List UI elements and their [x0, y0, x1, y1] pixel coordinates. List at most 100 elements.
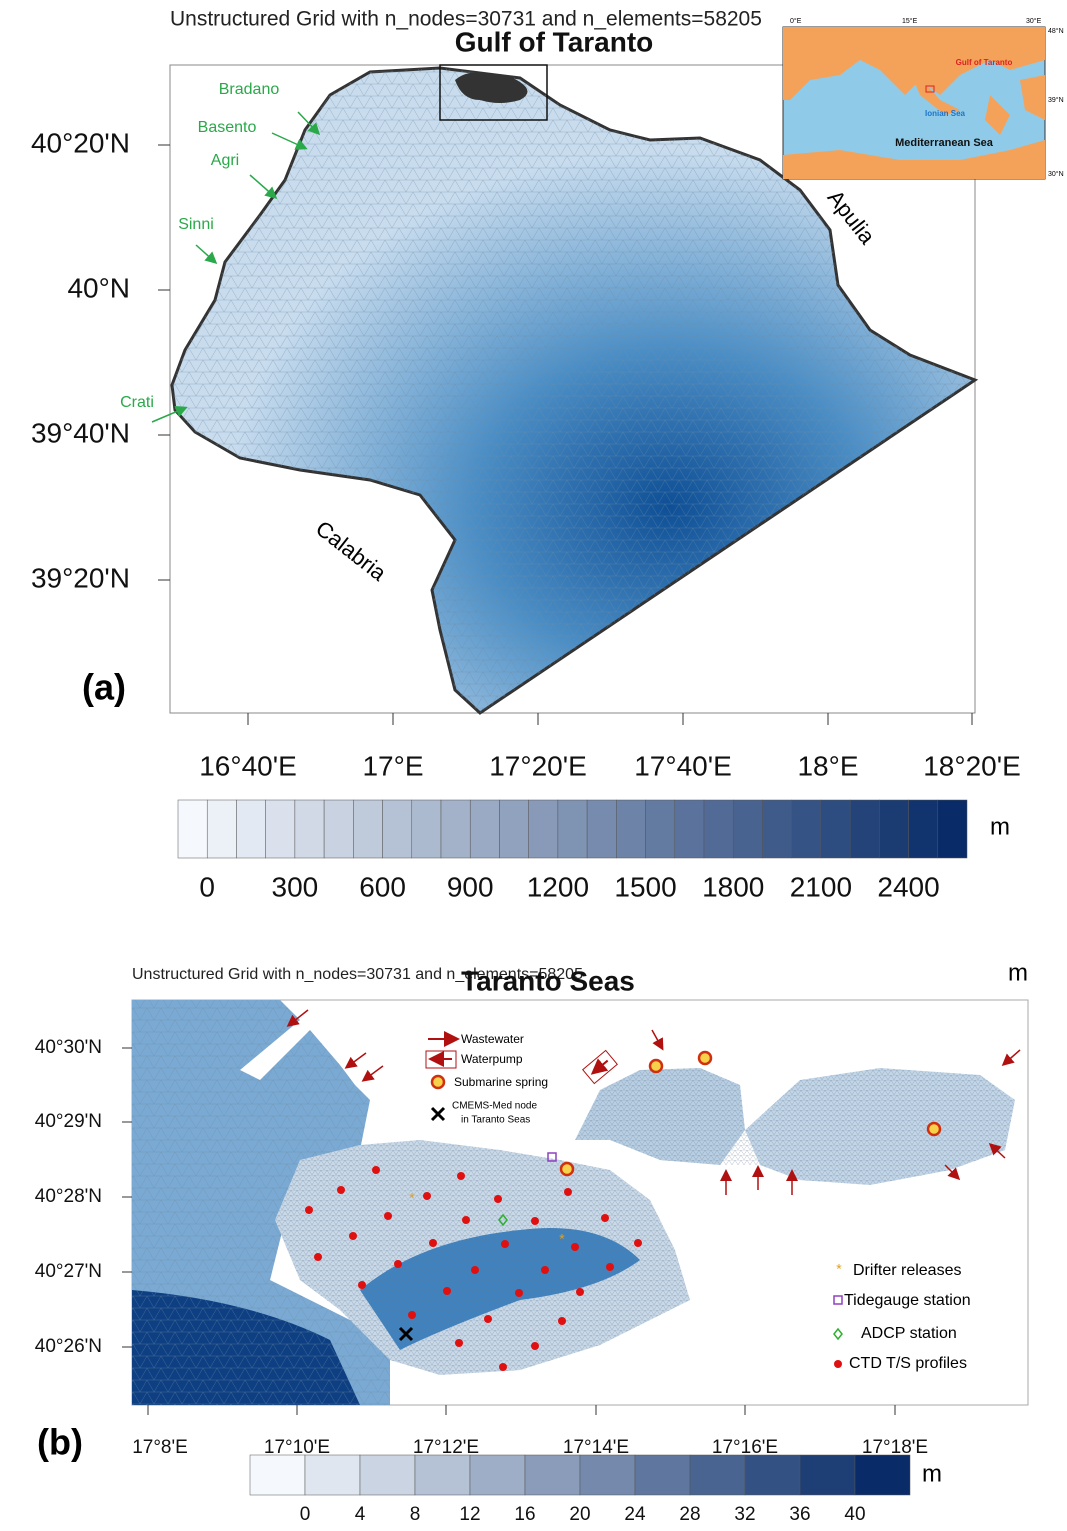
legend-adcp-icon: [833, 1327, 843, 1341]
river-label: Crati: [120, 394, 154, 411]
colorbar-cell: [579, 1454, 636, 1496]
ctd-profile: [372, 1166, 380, 1174]
inset-label: Mediterranean Sea: [895, 137, 994, 149]
colorbar-label: 20: [569, 1504, 590, 1525]
legend-spring-icon: [430, 1074, 446, 1090]
header: Unstructured Grid with n_nodes=30731 and…: [170, 8, 762, 31]
drifter-release: *: [409, 1190, 415, 1206]
colorbar-label: 2400: [877, 871, 939, 902]
ctd-profile: [571, 1243, 579, 1251]
ctd-profile: [606, 1263, 614, 1271]
colorbar-cell: [762, 799, 792, 859]
legend-label: CMEMS-Med node: [452, 1101, 537, 1112]
colorbar-cell: [469, 799, 500, 859]
colorbar-label: 16: [514, 1504, 535, 1525]
colorbar-cell: [689, 1454, 746, 1496]
inset-land-north: [783, 27, 1045, 100]
y-tick-label: 39°20'N: [31, 562, 130, 593]
x-tick-label: 17°12'E: [413, 1437, 479, 1458]
legend-label: Waterpump: [461, 1052, 523, 1066]
x-tick-label: 18°20'E: [923, 750, 1021, 781]
drifter-release: *: [559, 1231, 565, 1247]
x-tick-label: 17°E: [362, 750, 423, 781]
colorbar-cell: [616, 799, 646, 859]
ctd-profile: [314, 1253, 322, 1261]
inset-land-east: [985, 75, 1045, 135]
unit: m: [990, 813, 1010, 840]
legend-ctd-icon: [834, 1360, 842, 1368]
colorbar-cell: [645, 799, 676, 859]
colorbar-cell: [674, 799, 705, 859]
x-tick-label: 16°40'E: [199, 750, 297, 781]
colorbar-cell: [236, 799, 266, 859]
colorbar-label: 2100: [790, 871, 852, 902]
ctd-profile: [576, 1288, 584, 1296]
colorbar-label: 1200: [527, 871, 589, 902]
colorbar-cell: [469, 1454, 526, 1496]
taranto-seas-mesh: [455, 72, 528, 103]
inset-italy: [905, 60, 960, 115]
mesh: [575, 1068, 1015, 1185]
river-label: Bradano: [219, 81, 280, 98]
inset-lat: 30°N: [1048, 170, 1064, 178]
river-label: Sinni: [178, 216, 214, 233]
colorbar-cell: [557, 799, 588, 859]
x-tick-label: 17°16'E: [712, 1437, 778, 1458]
tidegauge: [547, 1152, 557, 1162]
wastewater-arrow: [1001, 1049, 1021, 1066]
legend-label: in Taranto Seas: [461, 1115, 530, 1126]
zoom-box: [439, 64, 548, 121]
y-tick-label: 40°27'N: [35, 1261, 102, 1282]
colorbar-cell: [791, 799, 822, 859]
legend-label: Drifter releases: [853, 1262, 961, 1279]
ctd-profile: [384, 1212, 392, 1220]
x-tick-label: 18°E: [797, 750, 858, 781]
colorbar-cell: [799, 1454, 856, 1496]
ctd-profile: [515, 1289, 523, 1297]
colorbar-cell: [249, 1454, 306, 1496]
legend-label: Submarine spring: [454, 1075, 548, 1089]
wastewater-arrow: [651, 1029, 664, 1051]
river-arrow: [297, 111, 321, 136]
x-tick-label: 17°10'E: [264, 1437, 330, 1458]
colorbar-cell: [304, 1454, 361, 1496]
ctd-profile: [349, 1232, 357, 1240]
mesh: [172, 68, 975, 713]
inset-lon: 30°E: [1026, 17, 1042, 25]
colorbar-label: 600: [359, 871, 406, 902]
colorbar-cell: [414, 1454, 471, 1496]
wastewater-arrow: [988, 1142, 1006, 1159]
adcp: [498, 1213, 508, 1227]
y-tick-label: 40°30'N: [35, 1037, 102, 1058]
colorbar-cell: [359, 1454, 416, 1496]
colorbar-cell: [744, 1454, 801, 1496]
colorbar-label: 1800: [702, 871, 764, 902]
legend-tidegauge-icon: [833, 1295, 843, 1305]
legend-label: CTD T/S profiles: [849, 1355, 967, 1372]
ctd-profile: [531, 1217, 539, 1225]
ctd-profile: [429, 1239, 437, 1247]
legend-drifter-icon: *: [836, 1261, 842, 1277]
colorbar-cell: [937, 799, 968, 859]
y-tick-label: 39°40'N: [31, 417, 130, 448]
inset-label: Gulf of Taranto: [956, 58, 1013, 67]
legend-label: Tidegauge station: [844, 1292, 971, 1309]
ctd-profile: [337, 1186, 345, 1194]
y-tick-label: 40°20'N: [31, 127, 130, 158]
colorbar-label: 900: [447, 871, 494, 902]
colorbar-cell: [177, 799, 208, 859]
wastewater-arrow: [944, 1164, 961, 1181]
colorbar-cell: [323, 799, 354, 859]
colorbar-label: 24: [624, 1504, 646, 1525]
wastewater-arrow: [344, 1052, 367, 1069]
ctd-profile: [564, 1188, 572, 1196]
colorbar-cell: [206, 799, 237, 859]
colorbar-label: 12: [459, 1504, 480, 1525]
ctd-profile: [358, 1281, 366, 1289]
colorbar-cell: [703, 799, 734, 859]
x-tick-label: 17°14'E: [563, 1437, 629, 1458]
ctd-profile: [305, 1206, 313, 1214]
x-tick-label: 17°40'E: [634, 750, 732, 781]
colorbar-cell: [849, 799, 880, 859]
